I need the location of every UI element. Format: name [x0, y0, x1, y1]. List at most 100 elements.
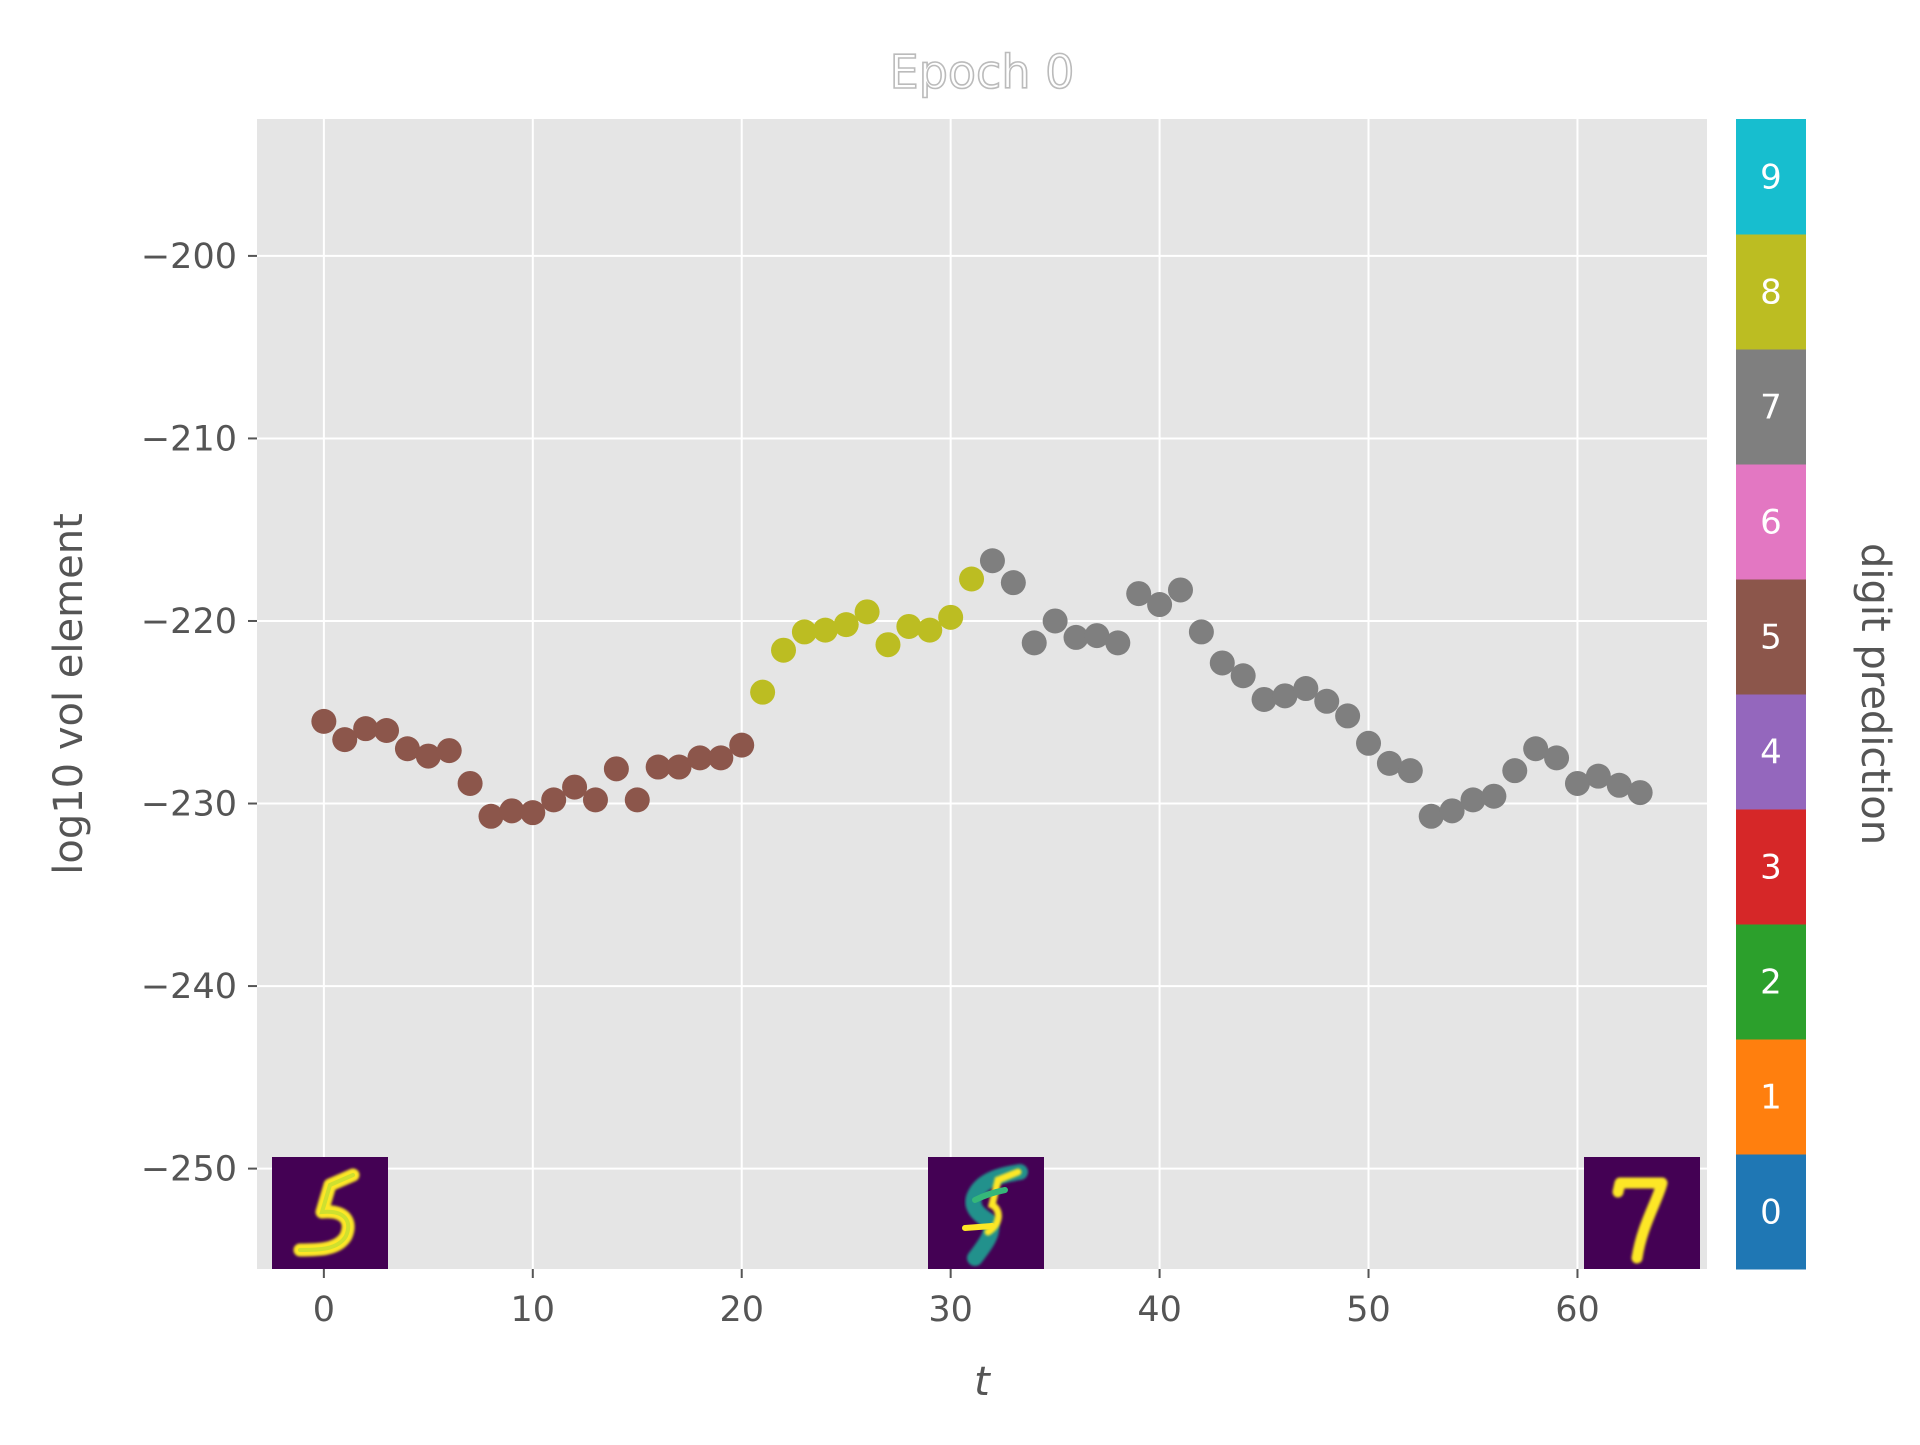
colorbar-class-label: 6: [1760, 503, 1782, 543]
scatter-point: [603, 756, 629, 782]
colorbar-class-label: 5: [1760, 618, 1782, 658]
scatter-point: [1167, 577, 1193, 603]
y-axis-label: log10 vol element: [46, 513, 92, 875]
scatter-point: [1397, 758, 1423, 784]
colorbar-class-label: 3: [1760, 848, 1782, 888]
colorbar-class-label: 9: [1760, 158, 1782, 198]
scatter-point: [1376, 750, 1402, 776]
scatter-point: [979, 548, 1005, 574]
colorbar-class-label: 7: [1760, 388, 1782, 428]
scatter-point: [1042, 608, 1068, 634]
colorbar-label: digit prediction: [1852, 543, 1898, 845]
scatter-point: [1502, 758, 1528, 784]
plot-area: [257, 119, 1707, 1269]
scatter-point: [624, 787, 650, 813]
scatter-point: [917, 617, 943, 643]
colorbar-segment: [1736, 924, 1806, 1040]
scatter-point: [875, 632, 901, 658]
scatter-point: [394, 736, 420, 762]
scatter-point: [520, 800, 546, 826]
scatter-point: [1544, 745, 1570, 771]
colorbar-segment: [1736, 349, 1806, 465]
scatter-point: [1251, 686, 1277, 712]
scatter-point: [750, 679, 776, 705]
scatter-point: [833, 612, 859, 638]
colorbar-class-label: 0: [1760, 1193, 1782, 1233]
y-tick-label: −230: [141, 785, 237, 825]
scatter-point: [1564, 770, 1590, 796]
x-tick-label: 40: [1137, 1290, 1182, 1330]
y-tick-label: −240: [141, 967, 237, 1007]
colorbar-segment: [1736, 1154, 1806, 1270]
scatter-point: [1126, 581, 1152, 607]
y-tick-label: −210: [141, 419, 237, 459]
scatter-point: [311, 708, 337, 734]
digit-thumbnail-5: [272, 1157, 388, 1269]
scatter-point: [1293, 676, 1319, 702]
scatter-point: [1105, 630, 1131, 656]
digit-thumbnail-7: [1584, 1157, 1700, 1269]
chart-title: Epoch 0: [890, 45, 1075, 99]
y-tick-label: −250: [141, 1150, 237, 1190]
scatter-point: [436, 738, 462, 764]
scatter-point: [854, 599, 880, 625]
scatter-point: [457, 770, 483, 796]
scatter-point: [1627, 780, 1653, 806]
scatter-point: [332, 727, 358, 753]
x-axis-label: t: [974, 1359, 991, 1405]
scatter-point: [645, 754, 671, 780]
scatter-point: [1356, 730, 1382, 756]
scatter-point: [1585, 763, 1611, 789]
colorbar-segment: [1736, 694, 1806, 810]
scatter-point: [938, 604, 964, 630]
colorbar-segment: [1736, 579, 1806, 695]
colorbar: 0 1 2 3 4 5 6 7 8 9: [1736, 119, 1806, 1270]
colorbar-segment: [1736, 119, 1806, 235]
colorbar-segment: [1736, 234, 1806, 350]
digit-thumbnail-blend: [928, 1157, 1044, 1269]
scatter-point: [1188, 619, 1214, 645]
scatter-point: [771, 637, 797, 663]
scatter-point: [478, 803, 504, 829]
scatter-point: [1314, 688, 1340, 714]
scatter-point: [1209, 650, 1235, 676]
scatter-point: [374, 718, 400, 744]
scatter-point: [415, 743, 441, 769]
scatter-point: [1335, 703, 1361, 729]
colorbar-segment: [1736, 809, 1806, 925]
x-tick-label: 60: [1555, 1290, 1600, 1330]
x-tick-label: 10: [511, 1290, 556, 1330]
scatter-point: [687, 745, 713, 771]
scatter-point: [1460, 787, 1486, 813]
scatter-point: [1439, 798, 1465, 824]
scatter-point: [1063, 624, 1089, 650]
y-tick-label: −200: [141, 237, 237, 277]
colorbar-segment: [1736, 1039, 1806, 1155]
scatter-point: [812, 617, 838, 643]
colorbar-class-label: 4: [1760, 733, 1782, 773]
scatter-points: [311, 548, 1653, 829]
scatter-point: [729, 732, 755, 758]
x-tick-label: 30: [928, 1290, 973, 1330]
scatter-point: [666, 754, 692, 780]
scatter-point: [1084, 623, 1110, 649]
scatter-point: [1481, 783, 1507, 809]
colorbar-class-label: 8: [1760, 273, 1782, 313]
scatter-point: [959, 566, 985, 592]
x-tick-label: 20: [719, 1290, 764, 1330]
colorbar-class-label: 1: [1760, 1078, 1782, 1118]
scatter-point: [1021, 630, 1047, 656]
scatter-point: [582, 787, 608, 813]
scatter-point: [1230, 663, 1256, 689]
x-tick-label: 50: [1346, 1290, 1391, 1330]
scatter-point: [708, 745, 734, 771]
scatter-point: [541, 787, 567, 813]
digit-thumbnails: [272, 1157, 1700, 1269]
y-tick-label: −220: [141, 602, 237, 642]
colorbar-segment: [1736, 464, 1806, 580]
scatter-point: [562, 774, 588, 800]
scatter-point: [1147, 592, 1173, 618]
scatter-point: [1000, 570, 1026, 596]
